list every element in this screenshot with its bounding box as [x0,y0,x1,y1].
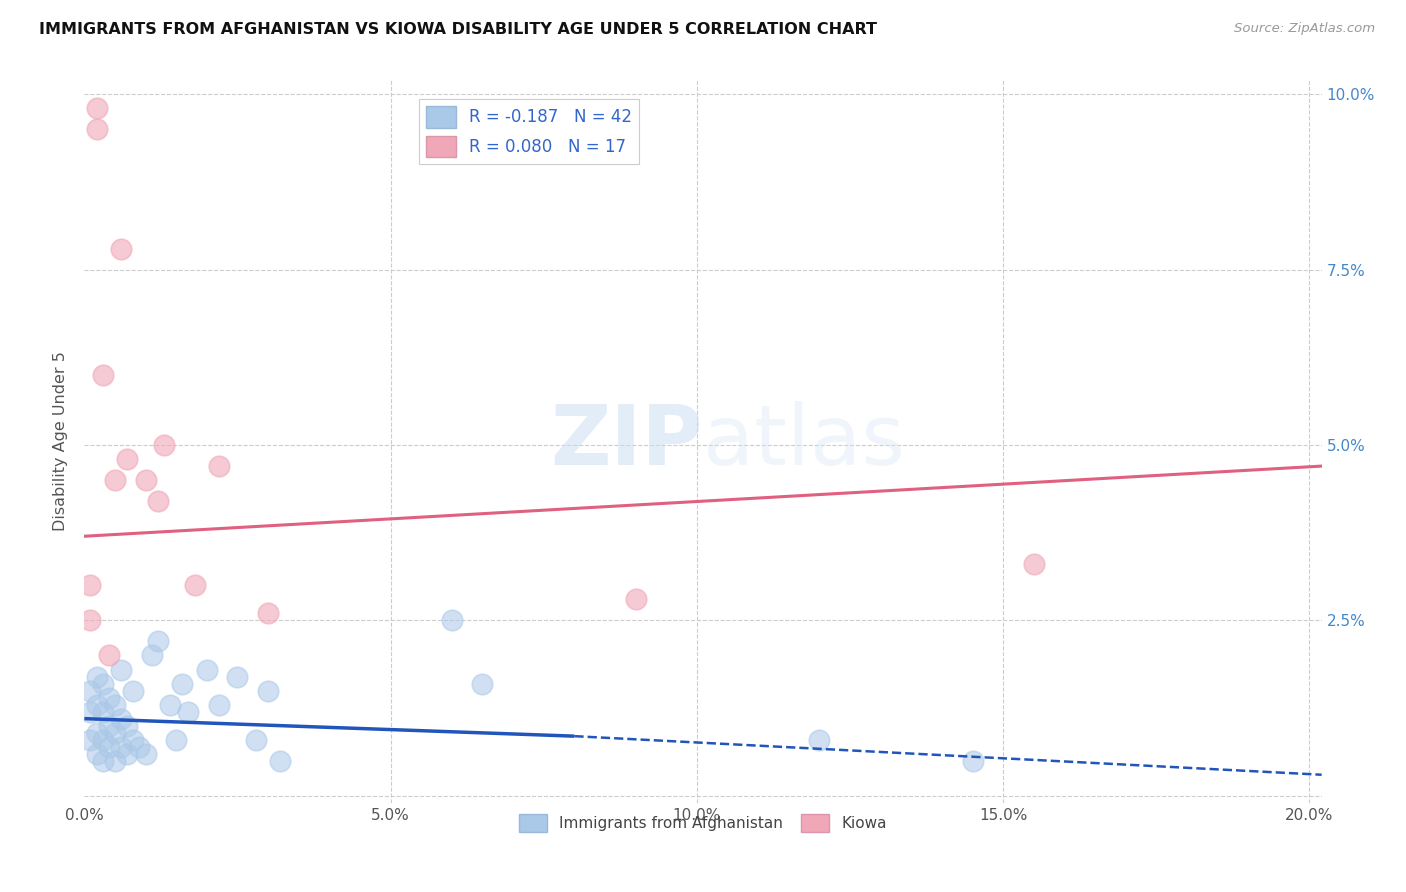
Point [269,754,291,768]
Point [110,712,132,726]
Point [97,648,120,663]
Point [146,494,169,508]
Point [226,669,249,683]
Point [1022,558,1045,572]
Text: IMMIGRANTS FROM AFGHANISTAN VS KIOWA DISABILITY AGE UNDER 5 CORRELATION CHART: IMMIGRANTS FROM AFGHANISTAN VS KIOWA DIS… [39,22,877,37]
Point [153,438,176,452]
Point [79,683,101,698]
Point [86,747,108,761]
Point [146,634,169,648]
Point [165,732,187,747]
Point [86,669,108,683]
Point [110,739,132,754]
Point [97,739,120,754]
Point [86,698,108,712]
Point [91,732,114,747]
Point [808,732,831,747]
Point [86,101,108,115]
Text: atlas: atlas [703,401,904,482]
Point [208,459,231,474]
Point [257,683,280,698]
Text: ZIP: ZIP [551,401,703,482]
Point [79,578,101,592]
Point [86,725,108,739]
Point [110,663,132,677]
Point [172,676,194,690]
Point [79,732,101,747]
Point [91,676,114,690]
Point [141,648,163,663]
Point [86,122,108,136]
Point [195,663,218,677]
Point [624,592,647,607]
Point [122,732,145,747]
Text: Source: ZipAtlas.com: Source: ZipAtlas.com [1234,22,1375,36]
Point [79,614,101,628]
Legend: Immigrants from Afghanistan, Kiowa: Immigrants from Afghanistan, Kiowa [513,807,893,838]
Point [104,698,127,712]
Point [115,452,138,467]
Point [135,473,157,487]
Point [97,718,120,732]
Point [122,683,145,698]
Point [110,242,132,256]
Point [79,705,101,719]
Point [257,607,280,621]
Point [471,676,494,690]
Point [91,754,114,768]
Point [91,705,114,719]
Point [208,698,231,712]
Point [104,754,127,768]
Point [115,718,138,732]
Point [104,473,127,487]
Y-axis label: Disability Age Under 5: Disability Age Under 5 [53,351,69,532]
Point [177,705,200,719]
Point [440,614,463,628]
Point [245,732,267,747]
Point [183,578,205,592]
Point [135,747,157,761]
Point [159,698,181,712]
Point [104,725,127,739]
Point [91,368,114,382]
Point [962,754,984,768]
Point [115,747,138,761]
Point [128,739,150,754]
Point [97,690,120,705]
